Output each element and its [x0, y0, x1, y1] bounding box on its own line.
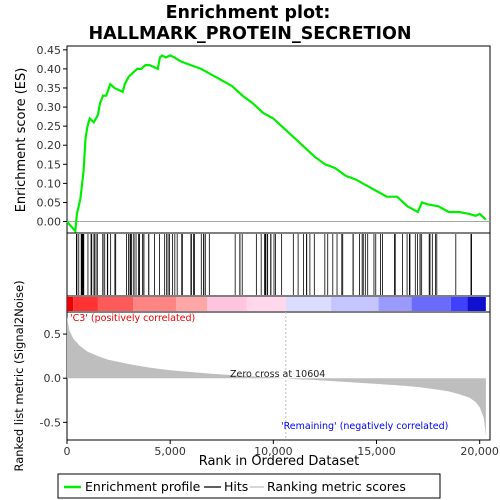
chart-title-line2: HALLMARK_PROTEIN_SECRETION: [88, 24, 411, 44]
es-ytick-label: 0.15: [37, 158, 62, 171]
es-ytick-label: 0.05: [37, 196, 62, 209]
es-ytick-label: 0.45: [37, 44, 62, 57]
colorbar-segment: [67, 297, 74, 311]
colorbar-segment: [207, 297, 247, 311]
metric-ytick-label: -0.5: [40, 416, 61, 429]
x-axis-label: Rank in Ordered Dataset: [199, 454, 360, 469]
hits-panel-frame: [66, 232, 491, 297]
es-ytick-label: 0.30: [37, 101, 62, 114]
legend-item-enrichment-profile: Enrichment profile: [85, 479, 201, 494]
x-tick-label: 15,000: [357, 445, 396, 458]
es-panel: 0.00 0.05 0.10 0.15 0.20 0.25 0.30 0.35 0.40 0.45…: [14, 44, 491, 234]
colorbar-segment: [331, 297, 379, 311]
es-ytick-label: 0.20: [37, 139, 62, 152]
metric-y-axis: 0.5 0.0 -0.5: [40, 328, 67, 429]
hits-panel: [66, 232, 491, 297]
chart-title-line1: Enrichment plot:: [166, 3, 331, 23]
colorbar-segment: [176, 297, 208, 311]
hit-lines: [75, 234, 472, 295]
negative-correlation-label: 'Remaining' (negatively correlated): [281, 421, 448, 432]
color-gradient-bar: [66, 295, 491, 313]
colorbar-segment: [246, 297, 286, 311]
metric-area: [67, 316, 486, 436]
positive-correlation-label: 'C3' (positively correlated): [70, 313, 195, 324]
legend-item-hits: Hits: [224, 479, 248, 494]
colorbar-segment: [73, 297, 98, 311]
legend-frame: [57, 473, 441, 499]
colorbar-segment: [133, 297, 177, 311]
es-ytick-label: 0.25: [37, 120, 62, 133]
x-tick-label: 10,000: [254, 445, 293, 458]
x-tick-label: 0: [64, 445, 71, 458]
metric-ytick-label: 0.0: [44, 372, 62, 385]
es-ytick-label: 0.10: [37, 177, 62, 190]
colorbar-segment: [450, 297, 468, 311]
legend-item-ranking-metric: Ranking metric scores: [267, 479, 406, 494]
x-tick-label: 20,000: [460, 445, 499, 458]
es-ytick-label: 0.40: [37, 63, 62, 76]
metric-y-axis-label: Ranked list metric (Signal2Noise): [12, 280, 26, 471]
es-ytick-label: 0.35: [37, 82, 62, 95]
es-y-axis: 0.00 0.05 0.10 0.15 0.20 0.25 0.30 0.35 0.40 0.45: [37, 44, 67, 229]
colorbar-segment: [467, 297, 486, 311]
colorbar-segment: [411, 297, 451, 311]
legend: Enrichment profile Hits Ranking metric s…: [57, 473, 441, 499]
x-tick-label: 5,000: [154, 445, 186, 458]
colorbar-segment: [97, 297, 134, 311]
metric-panel: 0.5 0.0 -0.5 0 5,000 10,000 15,000 20,000 'C3'…: [12, 280, 499, 471]
colorbar-segment: [285, 297, 332, 311]
zero-cross-label: Zero cross at 10604: [230, 369, 325, 380]
es-panel-frame: [66, 45, 491, 234]
es-y-axis-label: Enrichment score (ES): [14, 68, 29, 213]
es-ytick-label: 0.00: [37, 216, 62, 229]
es-curve: [66, 54, 487, 234]
metric-ytick-label: 0.5: [44, 328, 62, 341]
colorbar-segment: [378, 297, 412, 311]
metric-x-axis: 0 5,000 10,000 15,000 20,000: [64, 440, 499, 458]
